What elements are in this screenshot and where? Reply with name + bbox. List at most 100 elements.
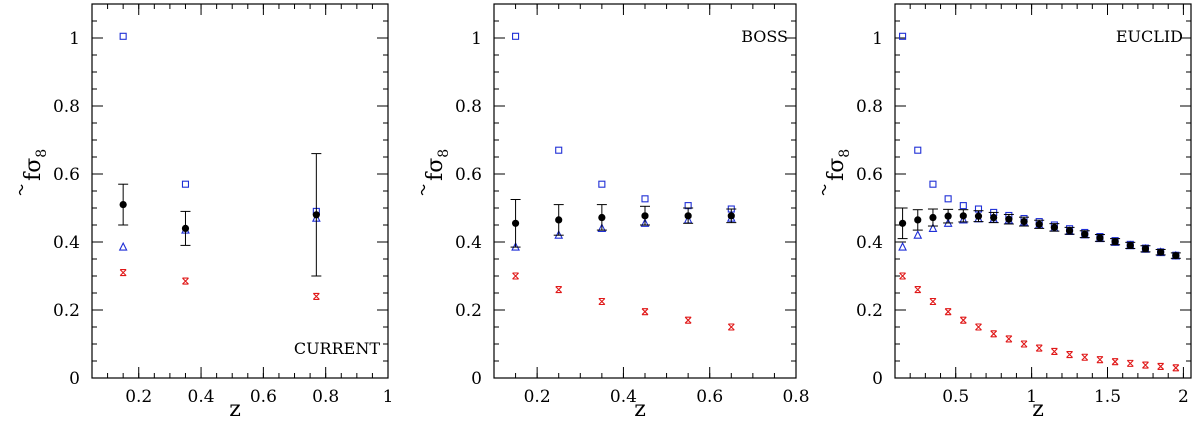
star-marker [1066,350,1073,359]
square-marker [119,32,127,40]
y-tick-label: 0.8 [53,97,80,117]
square-marker [944,195,952,203]
triangle-marker [898,241,907,251]
star-marker [119,269,127,277]
star-marker [1035,344,1043,352]
triangle-marker [928,223,938,232]
star-marker [975,323,982,331]
measurement-point [553,204,564,236]
panel-label: CURRENT [294,339,381,358]
square-marker [914,146,922,154]
star-marker [1005,335,1013,343]
measurement-point [118,183,129,226]
square-marker [598,180,606,188]
square-marker [899,32,907,40]
x-tick-label: 1 [1026,387,1037,407]
measurement-point [1003,213,1014,225]
plot-frame [493,3,797,379]
measurement-point [1125,241,1136,249]
measurement-point [640,205,650,226]
measurement-point [1019,216,1030,227]
star-marker [929,297,937,306]
star-marker [899,272,906,280]
y-tick-label: 1 [872,29,883,49]
x-tick-label: 0.4 [610,387,637,407]
square-marker [512,32,520,40]
star-marker [512,272,519,280]
triangle-marker [640,218,650,227]
x-axis-label: z [1032,397,1044,421]
measurement-point [510,199,521,248]
star-marker [1142,361,1149,369]
star-marker [959,316,967,324]
measurement-point [1094,234,1105,242]
measurement-point [988,211,999,224]
y-tick-label: 0.6 [856,165,883,185]
star-marker [598,297,606,306]
star-marker [684,316,692,324]
y-tick-label: 0 [872,369,883,389]
svg-text:fσ8: fσ8 [423,149,452,181]
y-tick-label: 0.6 [53,165,80,185]
y-tick-label: 0.8 [856,97,883,117]
star-marker [1157,362,1165,370]
y-tick-label: 0.2 [53,301,80,321]
measurement-point [912,209,923,231]
x-tick-label: 0.4 [188,387,215,407]
svg-text:fσ8: fσ8 [21,149,50,181]
panel-label: EUCLID [1116,27,1183,46]
measurement-point [596,204,607,231]
panel-current: 0.2 0.4 0.6 0.8 1 0 0.2 0.4 0.6 0.8 1 z fσ8 CURRENT [18,3,394,421]
square-marker [555,146,563,154]
x-axis-label: z [634,397,646,421]
x-tick-label: 0.5 [942,387,969,407]
triangle-marker [913,229,923,239]
star-marker [1020,340,1028,348]
square-marker [929,180,937,188]
star-marker [1081,353,1089,361]
x-axis-label: z [229,397,241,421]
y-tick-label: 0.4 [53,233,80,253]
y-tick-label: 0.6 [455,165,482,185]
svg-text:fσ8: fσ8 [824,149,853,181]
panel-label: BOSS [741,27,788,46]
y-axis-label: fσ8 [420,149,452,196]
tilde-mark [18,184,24,196]
y-axis-label: fσ8 [18,149,50,196]
star-marker [1172,364,1180,372]
measurement-point [1049,223,1060,232]
square-marker [641,195,649,203]
y-tick-label: 1 [69,29,80,49]
y-tick-label: 0 [69,369,80,389]
x-tick-label: 0.6 [696,387,723,407]
square-marker [181,180,190,188]
x-tick-label: 1 [383,387,394,407]
star-marker [1111,358,1119,366]
star-marker [312,292,320,300]
measurement-point [726,208,737,224]
star-marker [1096,356,1104,364]
measurement-point [943,208,954,224]
panel-boss: 0.2 0.4 0.6 0.8 0 0.2 0.4 0.6 0.8 1 z fσ8 BOSS [420,3,810,421]
x-tick-label: 0.8 [782,387,809,407]
measurement-point [1140,245,1151,253]
x-tick-label: 0.2 [125,387,152,407]
tilde-mark [420,184,426,196]
measurement-point [1110,238,1121,246]
measurement-point [1155,248,1166,256]
measurement-point [1034,219,1045,229]
y-tick-label: 1 [471,29,482,49]
star-marker [914,286,922,294]
triangle-marker [118,241,128,251]
measurement-point [958,209,969,223]
star-marker [555,286,563,294]
y-tick-label: 0 [471,369,482,389]
measurement-point [180,210,191,246]
square-marker [959,202,967,210]
y-tick-label: 0.4 [856,233,883,253]
measurement-point [973,210,984,223]
plot-frame [91,3,389,379]
star-marker [182,277,189,285]
